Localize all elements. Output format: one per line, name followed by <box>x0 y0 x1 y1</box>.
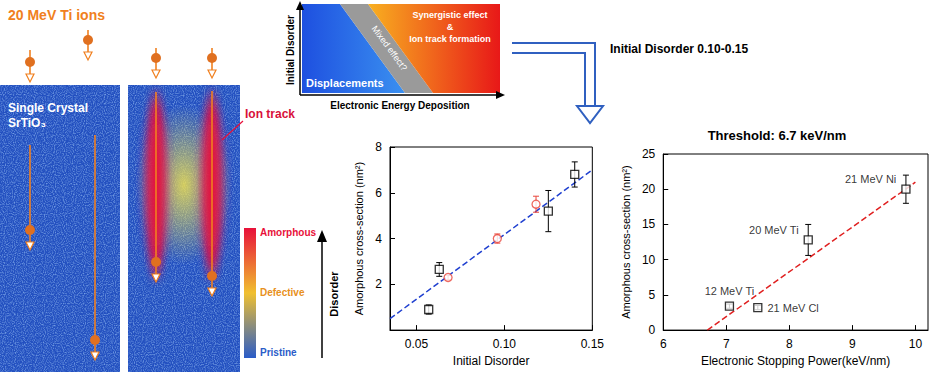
svg-text:20 MeV Ti ions: 20 MeV Ti ions <box>8 7 105 23</box>
svg-text:SrTiO₃: SrTiO₃ <box>8 116 46 130</box>
svg-text:Electronic Energy Deposition: Electronic Energy Deposition <box>330 100 469 111</box>
svg-text:Electronic Stopping Power(keV/: Electronic Stopping Power(keV/nm) <box>701 354 890 368</box>
svg-text:8: 8 <box>375 140 382 154</box>
svg-text:Disorder: Disorder <box>328 271 340 317</box>
svg-text:Defective: Defective <box>260 287 305 298</box>
svg-text:Mixed effect?: Mixed effect? <box>370 24 410 73</box>
svg-text:Amorphous cross-section (nm²): Amorphous cross-section (nm²) <box>620 165 632 318</box>
svg-text:Initial Disorder: Initial Disorder <box>453 354 530 368</box>
svg-text:Initial Disorder: Initial Disorder <box>285 15 296 85</box>
svg-text:7: 7 <box>723 337 730 351</box>
svg-text:9: 9 <box>849 337 856 351</box>
svg-text:Initial Disorder 0.10-0.15: Initial Disorder 0.10-0.15 <box>610 42 748 56</box>
svg-text:6: 6 <box>660 337 667 351</box>
svg-text:Displacements: Displacements <box>306 77 384 89</box>
svg-text:Ion track: Ion track <box>245 107 295 121</box>
svg-text:12 MeV Ti: 12 MeV Ti <box>705 285 755 297</box>
svg-text:15: 15 <box>642 217 656 231</box>
svg-text:&: & <box>447 22 454 32</box>
svg-text:2: 2 <box>375 277 382 291</box>
svg-text:0.15: 0.15 <box>581 337 605 351</box>
svg-text:Threshold: 6.7 keV/nm: Threshold: 6.7 keV/nm <box>708 128 847 143</box>
svg-text:0.05: 0.05 <box>405 337 429 351</box>
svg-text:Amorphous cross-section (nm²): Amorphous cross-section (nm²) <box>353 162 365 315</box>
svg-text:Ion track formation: Ion track formation <box>409 34 491 44</box>
svg-text:Pristine: Pristine <box>260 347 297 358</box>
svg-text:10: 10 <box>642 253 656 267</box>
svg-text:20 MeV Ti: 20 MeV Ti <box>749 224 799 236</box>
svg-text:0: 0 <box>649 323 656 337</box>
svg-text:0.10: 0.10 <box>493 337 517 351</box>
svg-text:5: 5 <box>649 288 656 302</box>
svg-text:Synergistic effect: Synergistic effect <box>412 10 487 20</box>
svg-text:20: 20 <box>642 182 656 196</box>
svg-text:10: 10 <box>909 337 923 351</box>
svg-text:8: 8 <box>786 337 793 351</box>
svg-text:Amorphous: Amorphous <box>260 227 317 238</box>
svg-text:6: 6 <box>375 186 382 200</box>
svg-text:21 MeV Ni: 21 MeV Ni <box>845 173 896 185</box>
svg-text:Single Crystal: Single Crystal <box>8 101 88 115</box>
svg-text:4: 4 <box>375 232 382 246</box>
svg-text:21 MeV Cl: 21 MeV Cl <box>767 302 818 314</box>
svg-text:25: 25 <box>642 147 656 161</box>
